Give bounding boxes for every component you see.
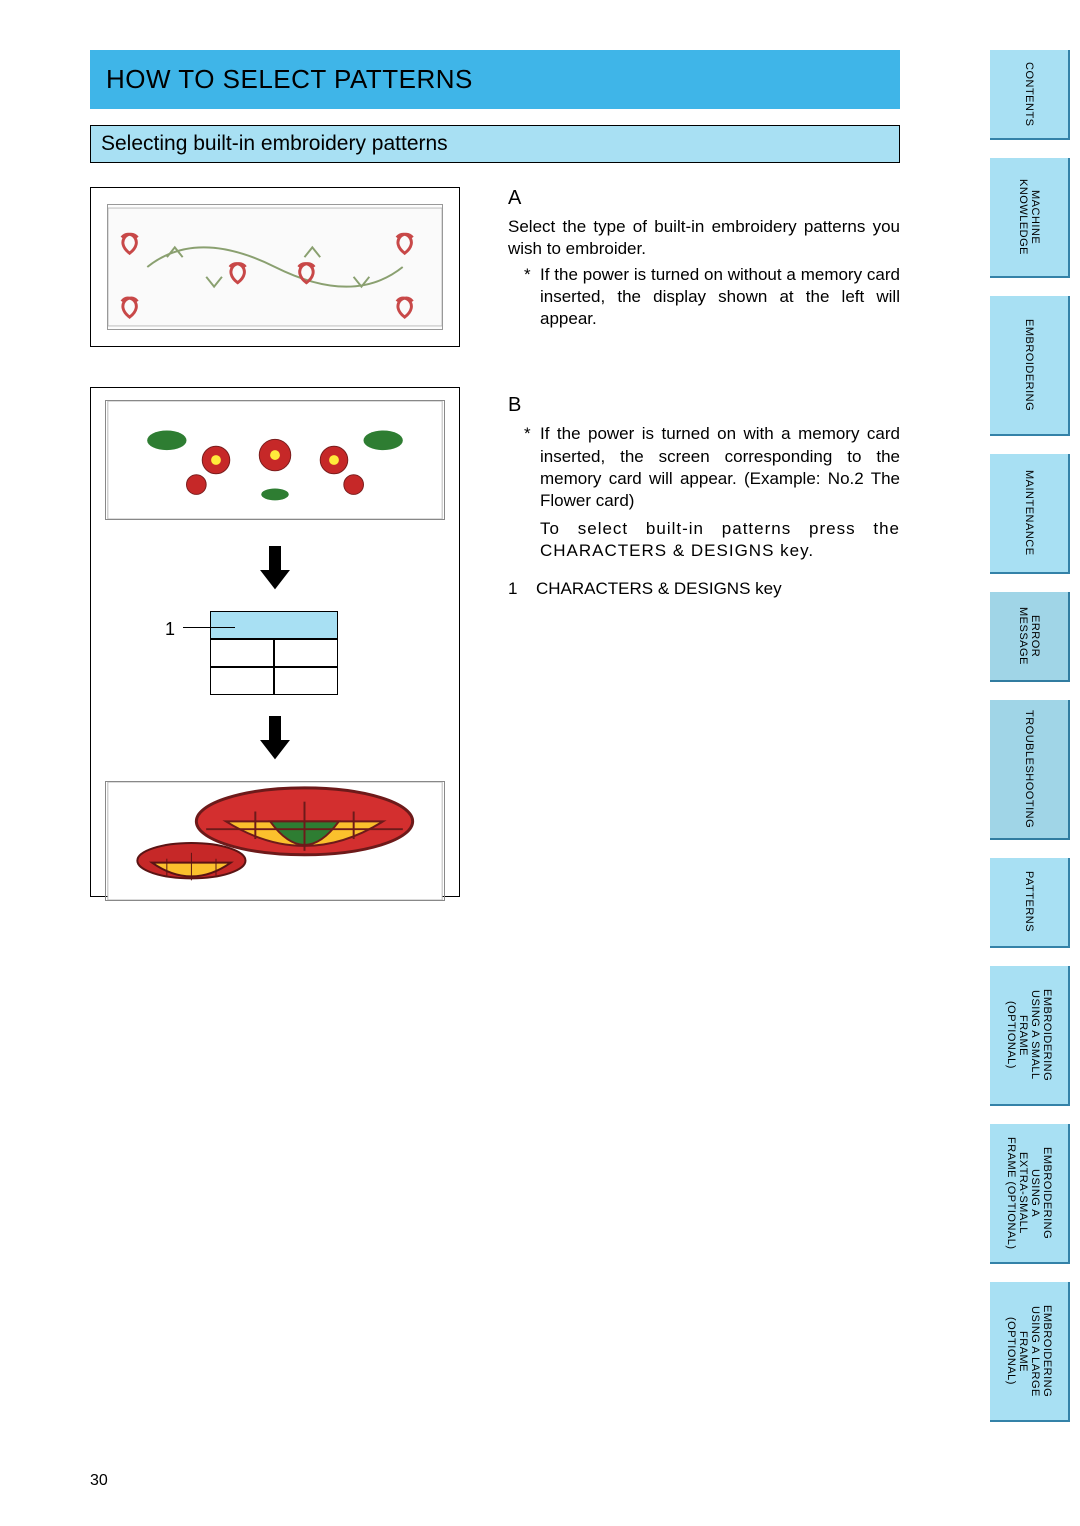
side-tab-label: MACHINE KNOWLEDGE [1017,179,1041,255]
section-b: B * If the power is turned on with a mem… [508,394,900,600]
figure-a-frame [90,187,460,347]
side-tab[interactable]: EMBROIDERING USING A SMALL FRAME (OPTION… [990,966,1070,1106]
section-a-bullet-text: If the power is turned on without a memo… [540,264,900,330]
side-tab-label: TROUBLESHOOTING [1023,710,1035,828]
side-tab[interactable]: PATTERNS [990,858,1070,948]
down-arrow-icon [256,713,294,763]
page-number: 30 [90,1472,108,1490]
side-tab-label: EMBROIDERING [1023,319,1035,411]
side-tab-label: CONTENTS [1023,62,1035,127]
down-arrow-icon [256,543,294,593]
asterisk-icon: * [508,264,540,330]
side-tab-label: EMBROIDERING USING A SMALL FRAME (OPTION… [1005,989,1053,1081]
side-tab[interactable]: CONTENTS [990,50,1070,140]
side-tab[interactable]: MAINTENANCE [990,454,1070,574]
side-tab[interactable]: EMBROIDERING [990,296,1070,436]
content-row: 1 [90,187,900,897]
section-b-bullet: * If the power is turned on with a memor… [508,423,900,511]
section-b-instruction: To select built-in patterns press the CH… [540,518,900,562]
side-tab-label: PATTERNS [1023,871,1035,932]
side-tab[interactable]: EMBROIDERING USING A LARGE FRAME (OPTION… [990,1282,1070,1422]
balloon-pattern-icon [105,781,445,901]
page: HOW TO SELECT PATTERNS Selecting built-i… [0,0,1080,1526]
left-column: 1 [90,187,460,897]
side-tab[interactable]: MACHINE KNOWLEDGE [990,158,1070,278]
legend-number: 1 [508,578,536,600]
legend-row: 1 CHARACTERS & DESIGNS key [508,578,900,600]
section-a-intro: Select the type of built-in embroidery p… [508,216,900,260]
side-tab[interactable]: ERROR MESSAGE [990,592,1070,682]
key-diagram: 1 [105,611,445,695]
section-a-bullet: * If the power is turned on without a me… [508,264,900,330]
page-title: HOW TO SELECT PATTERNS [90,50,900,109]
right-column: A Select the type of built-in embroidery… [508,187,900,897]
section-b-bullet-text: If the power is turned on with a memory … [540,423,900,511]
side-tab[interactable]: TROUBLESHOOTING [990,700,1070,840]
side-tab[interactable]: EMBROIDERING USING A EXTRA-SMALL FRAME (… [990,1124,1070,1264]
callout-line [183,627,235,628]
embroidery-pattern-a-icon [107,204,443,330]
figure-b-frame: 1 [90,387,460,897]
side-tab-label: EMBROIDERING USING A EXTRA-SMALL FRAME (… [1005,1137,1053,1250]
side-tab-label: EMBROIDERING USING A LARGE FRAME (OPTION… [1005,1305,1053,1397]
flower-pattern-icon [105,400,445,520]
page-subtitle: Selecting built-in embroidery patterns [90,125,900,163]
legend-text: CHARACTERS & DESIGNS key [536,578,782,600]
side-tabs: CONTENTS MACHINE KNOWLEDGE EMBROIDERING MAI… [990,50,1070,1422]
asterisk-icon: * [508,423,540,511]
section-a-heading: A [508,187,900,210]
side-tab-label: ERROR MESSAGE [1017,607,1041,665]
section-b-heading: B [508,394,900,417]
side-tab-label: MAINTENANCE [1023,470,1035,556]
characters-designs-key-icon [210,611,340,695]
callout-number: 1 [165,619,175,640]
